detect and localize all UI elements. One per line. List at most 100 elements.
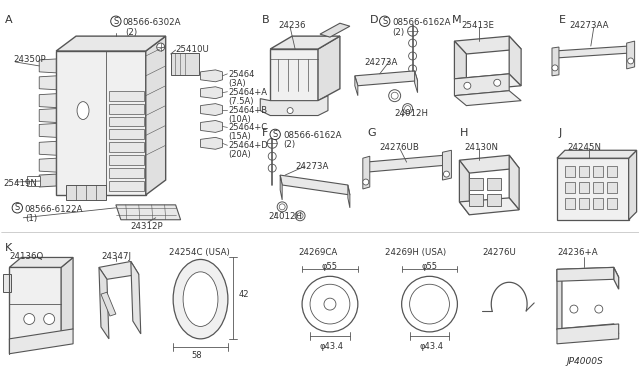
Polygon shape — [552, 47, 559, 76]
Text: B: B — [262, 15, 270, 25]
Bar — [109, 155, 144, 165]
Polygon shape — [39, 76, 56, 90]
Circle shape — [310, 284, 350, 324]
Bar — [607, 198, 617, 209]
Text: 08566-6162A: 08566-6162A — [393, 18, 451, 27]
Text: (2): (2) — [283, 140, 295, 149]
Bar — [109, 104, 144, 113]
Text: 24347J: 24347J — [101, 253, 131, 262]
Text: 58: 58 — [191, 351, 202, 360]
Polygon shape — [557, 267, 614, 281]
Polygon shape — [66, 185, 106, 200]
Polygon shape — [200, 137, 223, 149]
Text: (10A): (10A) — [228, 115, 251, 124]
Polygon shape — [10, 267, 61, 339]
Bar — [487, 178, 501, 190]
Polygon shape — [101, 292, 116, 316]
Text: S: S — [382, 17, 387, 26]
Text: M: M — [451, 15, 461, 25]
Bar — [593, 182, 603, 193]
Text: 24130N: 24130N — [465, 143, 499, 152]
Polygon shape — [454, 74, 521, 91]
Text: 25464+C: 25464+C — [228, 124, 268, 132]
Bar — [565, 198, 575, 209]
Text: 24136Q: 24136Q — [10, 253, 44, 262]
Polygon shape — [554, 46, 630, 58]
Text: 24236: 24236 — [278, 21, 306, 30]
Text: 24273A: 24273A — [365, 58, 398, 67]
Bar — [593, 198, 603, 209]
Text: F: F — [262, 128, 269, 138]
Bar — [109, 129, 144, 140]
Circle shape — [444, 171, 449, 177]
Text: J: J — [559, 128, 562, 138]
Text: 25410U: 25410U — [175, 45, 209, 54]
Text: 08566-6122A: 08566-6122A — [24, 205, 83, 214]
Circle shape — [363, 179, 369, 185]
Circle shape — [44, 314, 54, 324]
Text: (20A): (20A) — [228, 150, 251, 159]
Bar — [593, 166, 603, 177]
Polygon shape — [260, 96, 328, 116]
Text: 25464+B: 25464+B — [228, 106, 268, 115]
Text: (2): (2) — [125, 28, 137, 37]
Polygon shape — [454, 36, 521, 54]
Circle shape — [324, 298, 336, 310]
Circle shape — [410, 284, 449, 324]
Circle shape — [268, 164, 276, 172]
Polygon shape — [99, 267, 109, 339]
Polygon shape — [200, 121, 223, 132]
Bar — [469, 178, 483, 190]
Bar — [607, 182, 617, 193]
Polygon shape — [116, 205, 180, 220]
Circle shape — [628, 58, 634, 64]
Polygon shape — [460, 160, 469, 215]
Polygon shape — [320, 23, 350, 37]
Bar — [109, 181, 144, 191]
Text: E: E — [559, 15, 566, 25]
Text: 25464: 25464 — [228, 70, 255, 79]
Bar — [557, 158, 628, 220]
Circle shape — [408, 39, 417, 47]
Polygon shape — [280, 175, 350, 195]
Polygon shape — [280, 175, 282, 200]
Polygon shape — [557, 324, 619, 344]
Text: (2): (2) — [393, 28, 405, 37]
Circle shape — [402, 276, 458, 332]
Polygon shape — [39, 94, 56, 108]
Circle shape — [404, 106, 411, 112]
Bar — [171, 53, 198, 75]
Polygon shape — [200, 104, 223, 116]
Polygon shape — [454, 91, 521, 106]
Polygon shape — [270, 49, 318, 101]
Polygon shape — [10, 257, 73, 267]
Polygon shape — [627, 41, 635, 69]
Polygon shape — [355, 71, 417, 86]
Bar — [487, 194, 501, 206]
Circle shape — [408, 52, 417, 60]
Polygon shape — [200, 87, 223, 99]
Text: S: S — [15, 203, 20, 212]
Bar — [109, 116, 144, 126]
Polygon shape — [509, 36, 521, 86]
Text: 24012H: 24012H — [395, 109, 429, 118]
Polygon shape — [557, 269, 562, 339]
Text: 24012H: 24012H — [268, 212, 302, 221]
Polygon shape — [270, 36, 340, 49]
Text: 24236+A: 24236+A — [557, 247, 598, 257]
Circle shape — [403, 104, 413, 113]
Text: 25464+A: 25464+A — [228, 88, 268, 97]
Text: 24276UB: 24276UB — [380, 143, 420, 152]
Circle shape — [268, 138, 277, 148]
Bar — [469, 194, 483, 206]
Circle shape — [391, 92, 398, 99]
Polygon shape — [39, 158, 56, 172]
Polygon shape — [348, 185, 350, 208]
Ellipse shape — [173, 259, 228, 339]
Bar — [3, 274, 12, 292]
Text: S: S — [273, 130, 278, 139]
Text: 08566-6302A: 08566-6302A — [123, 18, 181, 27]
Polygon shape — [365, 155, 447, 172]
Circle shape — [268, 152, 276, 160]
Polygon shape — [200, 70, 223, 82]
